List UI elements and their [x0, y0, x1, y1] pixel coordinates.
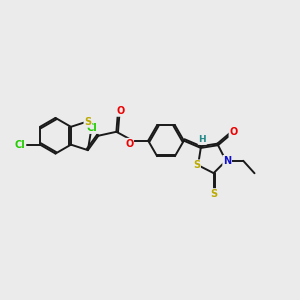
Text: Cl: Cl	[87, 123, 98, 133]
Text: Cl: Cl	[15, 140, 26, 150]
Text: H: H	[199, 135, 206, 144]
Text: O: O	[116, 106, 124, 116]
Text: N: N	[223, 156, 231, 166]
Text: O: O	[125, 139, 133, 149]
Text: O: O	[230, 127, 238, 137]
Text: S: S	[210, 189, 217, 199]
Text: S: S	[84, 117, 92, 127]
Text: S: S	[193, 160, 200, 170]
